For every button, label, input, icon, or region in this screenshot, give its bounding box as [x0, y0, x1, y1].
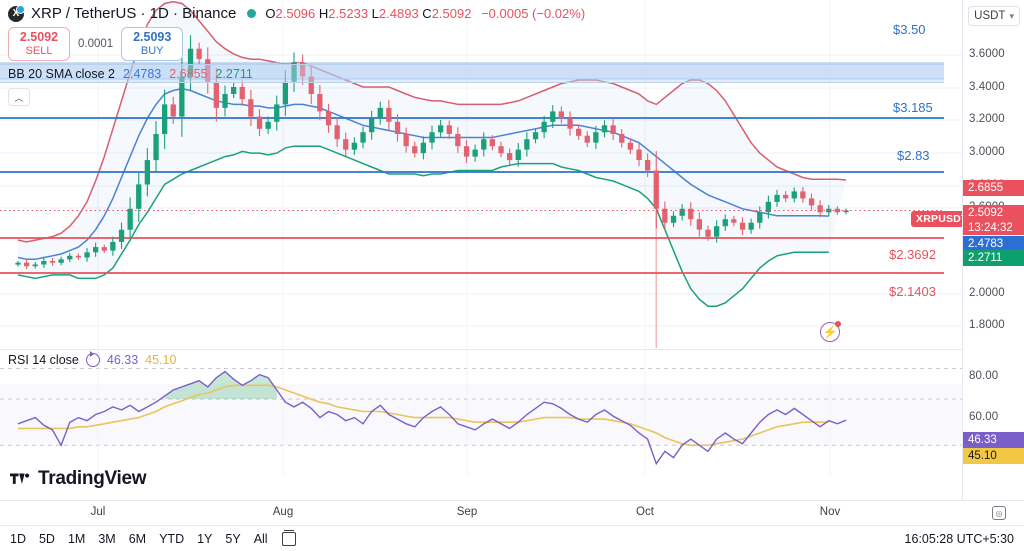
bb-legend-upper: 2.6855 — [169, 66, 208, 81]
price-axis-tick: 2.0000 — [969, 287, 1005, 299]
ohlc-open-key: O — [265, 6, 276, 21]
rsi-axis-badge-rsi-value: 46.33 — [963, 432, 1024, 448]
timezone-settings-icon[interactable]: ◎ — [992, 506, 1006, 520]
calendar-icon[interactable] — [281, 530, 296, 546]
chevron-down-icon: ▾ — [1009, 10, 1014, 21]
symbol-price-tag: XRPUSDT — [911, 211, 973, 227]
bottom-toolbar: 1D 5D 1M 3M 6M YTD 1Y 5Y All 16:05:28 UTC+5:30 — [0, 527, 1024, 551]
refresh-icon[interactable] — [85, 351, 100, 367]
price-axis-tick: 3.0000 — [969, 146, 1005, 158]
time-axis-label: Jul — [90, 506, 106, 518]
rsi-axis-tick: 80.00 — [969, 370, 999, 382]
tradingview-logo-icon — [10, 473, 30, 484]
rsi-chart-pane[interactable] — [0, 349, 962, 475]
rsi-chart-canvas — [0, 350, 962, 475]
level-2-1403-label[interactable]: $2.1403 — [889, 284, 936, 299]
price-axis-tick: 3.2000 — [969, 113, 1005, 125]
buy-price: 2.5093 — [133, 30, 172, 45]
rsi-legend[interactable]: RSI 14 close 46.33 45.10 — [8, 351, 177, 367]
ohlc-open-value: 2.5096 — [275, 6, 316, 21]
bollinger-bands-legend[interactable]: BB 20 SMA close 2 2.4783 2.6855 2.2711 — [0, 64, 944, 83]
range-button-3m[interactable]: 3M — [98, 532, 116, 546]
tradingview-watermark: TradingView — [10, 468, 147, 490]
price-chart-pane[interactable] — [0, 0, 962, 348]
sell-label: SELL — [25, 44, 53, 57]
time-axis[interactable]: Jul Aug Sep Oct Nov ◎ — [0, 500, 1024, 526]
trade-buttons-row: 2.5092 SELL 0.0001 2.5093 BUY — [8, 27, 184, 61]
price-axis-badge-bb-lower: 2.2711 — [963, 250, 1024, 266]
tradingview-wordmark: TradingView — [38, 468, 147, 489]
level-2-83-label[interactable]: $2.83 — [897, 148, 930, 163]
rsi-legend-ma-value: 45.10 — [145, 353, 177, 367]
price-axis-badge-last-price: 2.5092 13:24:32 — [963, 205, 1024, 235]
xrp-logo-icon: X — [8, 4, 25, 22]
sell-button[interactable]: 2.5092 SELL — [8, 27, 70, 61]
level-3-50-label[interactable]: $3.50 — [893, 22, 926, 37]
price-chart-canvas — [0, 0, 962, 348]
price-axis-badge-bb-basis: 2.4783 — [963, 236, 1024, 252]
ohlc-low-key: L — [371, 6, 379, 21]
lightning-bolt-icon[interactable]: ⚡ — [820, 321, 841, 342]
clock-label: 16:05:28 UTC+5:30 — [904, 532, 1014, 546]
time-axis-label: Nov — [819, 506, 841, 518]
range-button-1d[interactable]: 1D — [10, 532, 26, 546]
range-button-5d[interactable]: 5D — [38, 532, 55, 546]
range-button-5y[interactable]: 5Y — [225, 532, 241, 546]
currency-label: USDT — [974, 10, 1006, 22]
ohlc-change: −0.0005 (−0.02%) — [481, 6, 586, 21]
rsi-axis-badge-rsi-ma-value: 45.10 — [963, 448, 1024, 464]
sell-price: 2.5092 — [19, 30, 59, 45]
range-button-all[interactable]: All — [253, 532, 268, 546]
rsi-legend-value: 46.33 — [106, 353, 139, 367]
ohlc-close-key: C — [422, 6, 432, 21]
spread-value: 0.0001 — [78, 38, 114, 50]
time-axis-label: Oct — [636, 506, 654, 518]
range-selector: 1D 5D 1M 3M 6M YTD 1Y 5Y All — [10, 532, 268, 546]
bb-legend-name: BB 20 SMA close 2 — [8, 66, 116, 81]
ohlc-high-value: 2.5233 — [328, 6, 369, 21]
ohlc-low-value: 2.4893 — [378, 6, 419, 21]
time-axis-label: Sep — [456, 506, 478, 518]
ohlc-values: O2.5096 H2.5233 L2.4893 C2.5092 −0.0005 … — [265, 6, 585, 21]
rsi-legend-name: RSI 14 close — [8, 353, 79, 367]
buy-button[interactable]: 2.5093 BUY — [121, 27, 184, 61]
price-axis-tick: 3.4000 — [969, 81, 1005, 93]
ohlc-close-value: 2.5092 — [431, 6, 472, 21]
time-axis-label: Aug — [272, 506, 294, 518]
collapse-pane-button[interactable]: ︿ — [8, 88, 30, 106]
range-button-1m[interactable]: 1M — [67, 532, 86, 546]
series-color-dot — [247, 9, 257, 18]
currency-selector[interactable]: USDT ▾ — [968, 6, 1020, 26]
chart-legend-header: X XRP / TetherUS · 1D · Binance O2.5096 … — [8, 4, 585, 22]
buy-label: BUY — [140, 44, 164, 57]
price-axis[interactable]: 3.60003.40003.20003.00002.80002.60002.00… — [962, 0, 1024, 500]
bb-legend-lower: 2.2711 — [215, 66, 253, 81]
price-axis-tick: 1.8000 — [969, 319, 1005, 331]
price-axis-badge-bb-upper: 2.6855 — [963, 180, 1024, 196]
level-2-3692-label[interactable]: $2.3692 — [889, 247, 936, 262]
symbol-title[interactable]: XRP / TetherUS · 1D · Binance — [31, 5, 237, 22]
range-button-ytd[interactable]: YTD — [159, 532, 185, 546]
range-button-6m[interactable]: 6M — [128, 532, 147, 546]
ohlc-high-key: H — [318, 6, 329, 21]
level-3-185-label[interactable]: $3.185 — [893, 100, 933, 115]
range-button-1y[interactable]: 1Y — [197, 532, 213, 546]
rsi-axis-tick: 60.00 — [969, 411, 999, 423]
bb-legend-basis: 2.4783 — [123, 66, 162, 81]
price-axis-tick: 3.6000 — [969, 48, 1005, 60]
